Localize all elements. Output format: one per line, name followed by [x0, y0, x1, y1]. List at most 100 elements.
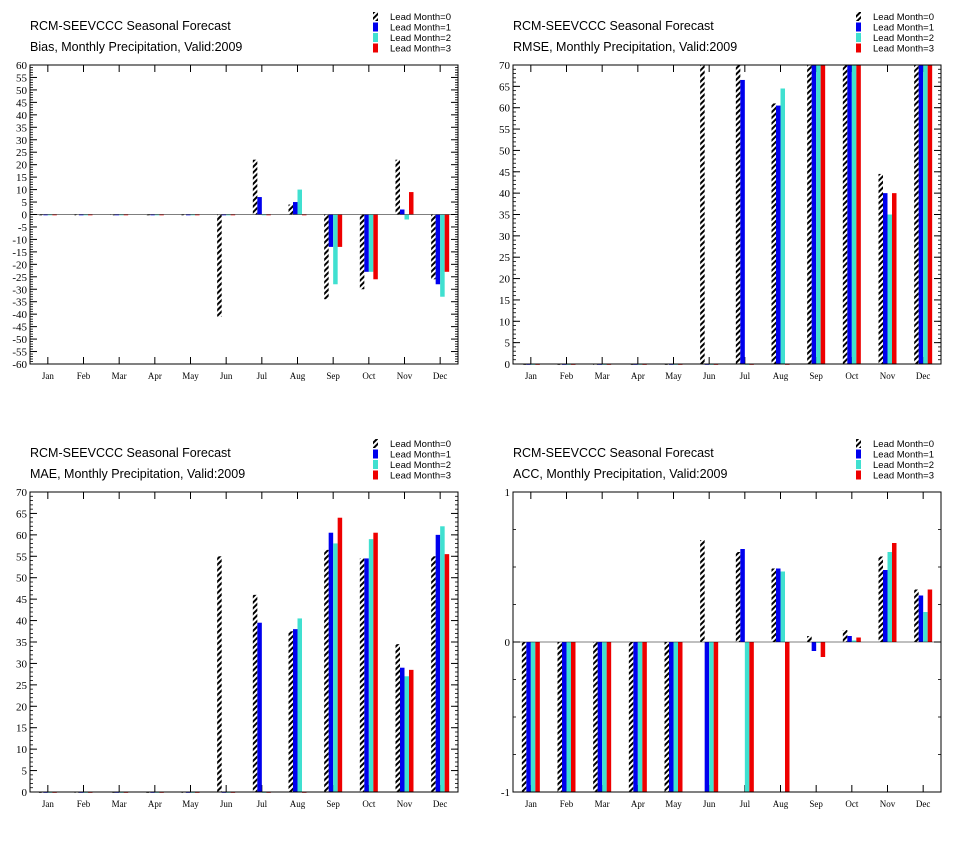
y-tick-label: 5	[22, 197, 28, 209]
chart-title: RCM-SEEVCCC Seasonal Forecast	[513, 446, 714, 460]
legend-label-lead-month-3: Lead Month=3	[873, 44, 934, 55]
bar-mar-lead-month-1	[597, 642, 603, 792]
bar-feb-lead-month-0	[557, 642, 562, 792]
bar-nov-lead-month-0	[878, 556, 883, 642]
bar-dec-lead-month-3	[444, 214, 450, 272]
bar-oct-lead-month-2	[368, 214, 374, 272]
bar-dec-lead-month-2	[440, 526, 445, 792]
y-tick-label: -5	[18, 222, 28, 234]
bar-oct-lead-month-3	[856, 65, 861, 364]
y-tick-label: 10	[16, 185, 28, 197]
legend-label-lead-month-1: Lead Month=1	[390, 450, 451, 461]
chart-subtitle: RMSE, Monthly Precipitation, Valid:2009	[513, 40, 737, 54]
chart-subtitle: Bias, Monthly Precipitation, Valid:2009	[30, 40, 242, 54]
y-tick-label: 35	[499, 210, 511, 222]
y-tick-label: 70	[16, 487, 28, 499]
x-tick-label: Mar	[112, 799, 127, 809]
bar-sep-lead-month-0	[807, 636, 812, 642]
y-tick-label: 30	[16, 658, 28, 670]
y-tick-label: 60	[16, 60, 28, 72]
y-tick-label: 40	[16, 616, 28, 628]
x-tick-label: Jan	[42, 371, 54, 381]
bar-feb-lead-month-2	[566, 642, 571, 792]
bar-feb-lead-month-3	[88, 214, 93, 216]
y-tick-label: -20	[12, 259, 27, 271]
bar-dec-lead-month-1	[918, 65, 924, 364]
bar-aug-lead-month-0	[288, 631, 293, 792]
x-tick-label: Apr	[148, 371, 162, 381]
legend-label-lead-month-1: Lead Month=1	[873, 450, 934, 461]
bar-jun-lead-month-2	[226, 214, 231, 216]
bar-mar-lead-month-0	[110, 214, 115, 216]
legend-swatch-lead-month-3	[856, 43, 861, 53]
bar-aug-lead-month-3	[785, 642, 790, 792]
x-tick-label: Apr	[631, 799, 645, 809]
legend-swatch-lead-month-2	[856, 33, 861, 42]
y-tick-label: 50	[16, 573, 28, 585]
bar-feb-lead-month-1	[79, 214, 84, 216]
x-tick-label: Jul	[257, 799, 268, 809]
bar-aug-lead-month-2	[297, 189, 302, 215]
y-tick-label: 65	[499, 81, 511, 93]
bar-sep-lead-month-2	[333, 214, 338, 285]
chart-title: RCM-SEEVCCC Seasonal Forecast	[513, 19, 714, 33]
bar-jan-lead-month-0	[521, 642, 527, 792]
x-tick-label: May	[665, 799, 682, 809]
legend-label-lead-month-0: Lead Month=0	[873, 439, 934, 450]
y-tick-label: -60	[12, 359, 27, 371]
y-tick-label: -50	[12, 334, 27, 346]
bar-apr-lead-month-0	[145, 214, 151, 216]
plot-frame	[512, 64, 942, 365]
bar-may-lead-month-0	[181, 214, 186, 216]
bar-apr-lead-month-2	[637, 642, 643, 792]
bar-nov-lead-month-3	[409, 669, 414, 792]
y-tick-label: 40	[16, 110, 28, 122]
y-tick-label: 15	[16, 172, 28, 184]
y-tick-label: 15	[499, 295, 511, 307]
y-tick-label: -45	[12, 322, 27, 334]
x-tick-label: Nov	[397, 371, 413, 381]
x-tick-label: Oct	[362, 799, 375, 809]
bar-may-lead-month-3	[195, 214, 200, 216]
bar-aug-lead-month-2	[780, 571, 785, 642]
y-tick-label: 70	[499, 60, 511, 72]
bar-may-lead-month-1	[186, 214, 191, 216]
legend-label-lead-month-2: Lead Month=2	[390, 460, 451, 471]
y-tick-label: -40	[12, 309, 27, 321]
bar-dec-lead-month-2	[440, 214, 445, 297]
bar-jun-lead-month-3	[230, 214, 236, 216]
legend-swatch-lead-month-2	[373, 33, 378, 42]
bar-mar-lead-month-0	[593, 642, 598, 792]
x-tick-label: Aug	[773, 799, 789, 809]
bar-oct-lead-month-2	[851, 65, 857, 364]
x-tick-label: Jan	[525, 371, 537, 381]
chart-title: RCM-SEEVCCC Seasonal Forecast	[30, 19, 231, 33]
bar-sep-lead-month-2	[816, 65, 821, 364]
bar-feb-lead-month-3	[571, 642, 576, 792]
bar-dec-lead-month-0	[914, 65, 919, 364]
legend-label-lead-month-2: Lead Month=2	[873, 33, 934, 44]
bar-nov-lead-month-2	[404, 676, 409, 792]
plot-frame	[29, 64, 459, 365]
plot-frame	[512, 491, 942, 793]
y-tick-label: 65	[16, 508, 28, 520]
bar-sep-lead-month-3	[820, 65, 826, 364]
x-tick-label: Sep	[326, 371, 340, 381]
y-tick-label: 30	[499, 231, 511, 243]
legend-swatch-lead-month-1	[373, 449, 378, 459]
x-tick-label: Jun	[220, 799, 233, 809]
legend-swatch-lead-month-2	[856, 460, 861, 469]
x-tick-label: Aug	[290, 799, 306, 809]
bar-jan-lead-month-0	[38, 214, 44, 216]
bar-dec-lead-month-3	[927, 589, 933, 642]
x-tick-label: Apr	[631, 371, 645, 381]
y-tick-label: 55	[16, 551, 28, 563]
bar-sep-lead-month-1	[811, 642, 817, 651]
legend-label-lead-month-2: Lead Month=2	[873, 460, 934, 471]
y-tick-label: 35	[16, 122, 28, 134]
x-tick-label: Jun	[703, 799, 716, 809]
x-tick-label: May	[665, 371, 682, 381]
x-tick-label: Jul	[257, 371, 268, 381]
bar-aug-lead-month-1	[293, 629, 298, 792]
bar-sep-lead-month-3	[337, 214, 343, 247]
